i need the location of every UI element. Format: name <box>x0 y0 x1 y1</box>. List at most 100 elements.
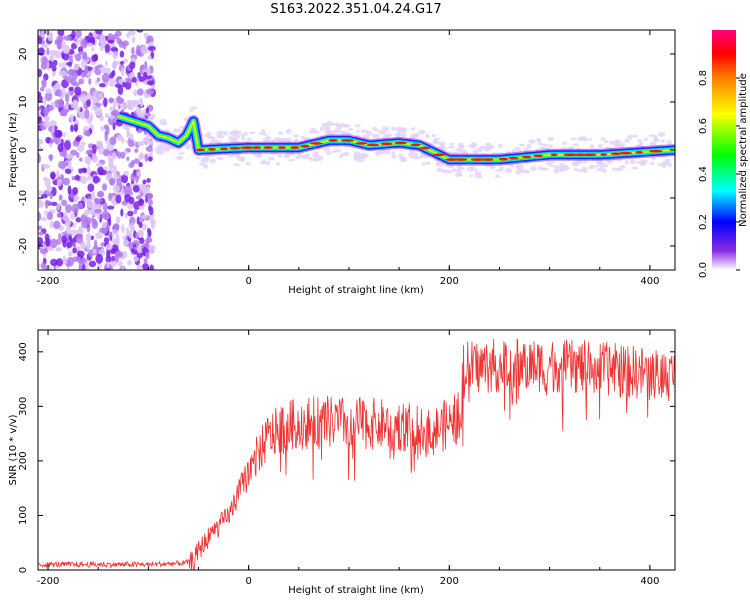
spectrogram-y-tick-label: -10 <box>18 190 29 206</box>
page-title: S163.2022.351.04.24.G17 <box>270 2 442 17</box>
ridge-halo-speckle <box>345 132 352 135</box>
ridge-halo-speckle <box>573 168 580 171</box>
noise-speckle <box>94 68 102 76</box>
ridge-halo-speckle <box>414 156 422 160</box>
snr-y-tick-label: 100 <box>18 506 29 525</box>
noise-speckle <box>132 184 140 193</box>
noise-speckle <box>103 149 110 157</box>
noise-speckle <box>44 115 50 122</box>
noise-speckle <box>145 240 150 249</box>
colorbar: 0.0 0.2 0.4 0.6 0.8 Normalized spectral ampl… <box>698 30 749 278</box>
noise-speckle <box>131 36 136 44</box>
ridge-peak <box>533 154 544 158</box>
noise-speckle <box>146 88 154 95</box>
noise-speckle <box>63 35 72 41</box>
ridge-halo-speckle <box>526 144 532 149</box>
ridge-halo-speckle <box>594 164 599 168</box>
snr-series <box>38 337 675 570</box>
noise-speckle <box>105 255 112 263</box>
noise-speckle <box>99 44 104 52</box>
noise-speckle <box>77 46 84 53</box>
noise-speckle <box>149 264 154 270</box>
ridge-peak <box>252 146 262 149</box>
spectrogram-ticks: -200 0 200 400 -20 -10 0 10 20 <box>18 30 675 287</box>
ridge-peak <box>355 142 368 145</box>
noise-speckle <box>52 59 58 67</box>
ridge-halo-speckle <box>391 150 396 157</box>
ridge-halo-speckle <box>189 106 198 110</box>
ridge-halo-speckle <box>284 153 291 159</box>
noise-speckle <box>91 104 98 111</box>
ridge-halo-speckle <box>600 163 609 168</box>
noise-speckle <box>147 245 154 254</box>
noise-speckle <box>92 248 97 254</box>
noise-speckle <box>114 113 118 119</box>
ridge-halo-speckle <box>371 133 380 139</box>
noise-speckle <box>112 122 116 131</box>
noise-speckle <box>130 159 136 166</box>
ridge-halo-speckle <box>494 174 500 179</box>
ridge-halo-speckle <box>321 122 330 127</box>
noise-speckle <box>138 161 143 168</box>
noise-speckle <box>38 106 43 111</box>
noise-speckle <box>111 61 118 70</box>
ridge-halo-speckle <box>471 145 476 149</box>
noise-speckle <box>88 260 97 268</box>
noise-speckle <box>38 153 41 163</box>
noise-speckle <box>61 87 66 98</box>
noise-speckle <box>99 115 104 122</box>
noise-speckle <box>90 190 96 201</box>
noise-speckle <box>49 50 58 56</box>
noise-speckle <box>68 86 75 91</box>
ridge-halo-speckle <box>323 126 331 130</box>
ridge-peak <box>380 142 393 146</box>
noise-speckle <box>113 172 118 181</box>
ridge-halo-speckle <box>583 169 588 173</box>
ridge-peak <box>649 149 663 153</box>
noise-speckle <box>148 205 152 212</box>
ridge-halo-speckle <box>310 127 317 132</box>
ridge-halo-speckle <box>390 155 397 159</box>
ridge-halo-speckle <box>216 131 222 137</box>
noise-speckle <box>61 235 67 244</box>
ridge-halo-speckle <box>275 161 281 166</box>
snr-x-label: Height of straight line (km) <box>288 585 424 596</box>
noise-speckle <box>101 72 110 83</box>
noise-speckle <box>58 62 64 68</box>
spectrogram-x-tick-label: -200 <box>37 276 60 287</box>
ridge-halo-speckle <box>657 162 665 167</box>
noise-speckle <box>46 211 54 221</box>
noise-speckle <box>101 221 107 229</box>
noise-speckle <box>117 151 122 159</box>
ridge-peak <box>498 157 509 161</box>
noise-speckle <box>120 151 126 159</box>
noise-speckle <box>145 145 153 152</box>
noise-speckle <box>112 184 120 193</box>
ridge-halo-speckle <box>653 138 660 143</box>
noise-speckle <box>136 216 140 225</box>
noise-speckle <box>61 40 66 51</box>
noise-speckle <box>62 177 71 186</box>
noise-speckle <box>119 50 125 58</box>
noise-speckle <box>51 124 55 133</box>
noise-speckle <box>38 225 43 231</box>
noise-speckle <box>95 162 104 168</box>
noise-speckle <box>119 60 125 66</box>
noise-speckle <box>123 42 127 50</box>
noise-speckle <box>137 245 141 254</box>
ridge-peak <box>229 146 241 150</box>
noise-speckle <box>70 149 78 156</box>
noise-speckle <box>117 104 121 110</box>
noise-speckle <box>127 210 134 217</box>
noise-speckle <box>80 39 88 49</box>
ridge-halo-speckle <box>589 164 595 169</box>
noise-speckle <box>65 204 73 213</box>
ridge-halo-speckle <box>630 166 639 170</box>
ridge-halo-speckle <box>401 127 408 133</box>
ridge-halo-speckle <box>584 138 590 142</box>
noise-speckle <box>71 30 76 40</box>
ridge-halo-speckle <box>384 133 393 137</box>
noise-speckle <box>89 112 94 122</box>
ridge-halo-speckle <box>538 167 546 171</box>
snr-y-label: SNR (10 * v/v) <box>8 414 19 485</box>
